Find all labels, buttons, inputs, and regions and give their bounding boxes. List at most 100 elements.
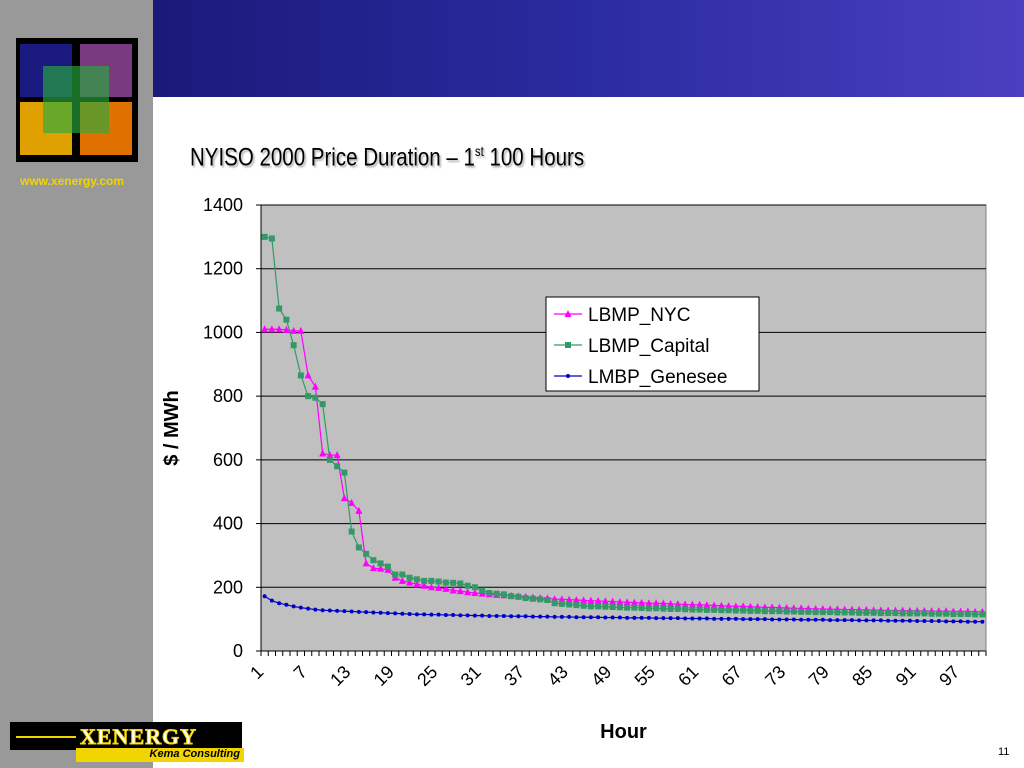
data-point xyxy=(291,604,296,609)
x-tick-label: 19 xyxy=(370,662,398,690)
data-point xyxy=(748,617,753,622)
data-point xyxy=(442,584,450,592)
data-point xyxy=(369,564,377,572)
data-point xyxy=(704,616,709,621)
logo-line xyxy=(16,736,76,738)
data-point xyxy=(516,614,521,619)
data-point xyxy=(747,607,754,614)
data-point xyxy=(711,606,718,613)
data-point xyxy=(261,325,269,333)
data-point xyxy=(342,609,347,614)
data-point xyxy=(283,316,290,323)
data-point xyxy=(703,606,710,613)
data-point xyxy=(399,571,406,578)
data-point xyxy=(841,609,848,616)
data-point xyxy=(413,580,421,588)
data-point xyxy=(472,613,477,618)
data-point xyxy=(688,600,696,608)
data-point xyxy=(616,597,624,605)
data-point xyxy=(442,579,449,586)
x-tick-label: 61 xyxy=(674,662,702,690)
data-point xyxy=(341,469,348,476)
data-point xyxy=(385,611,390,616)
data-point xyxy=(268,325,276,333)
data-point xyxy=(928,610,935,617)
data-point xyxy=(667,599,675,607)
data-point xyxy=(529,595,536,602)
data-point xyxy=(574,615,579,620)
data-point xyxy=(828,618,833,623)
data-point xyxy=(601,597,609,605)
data-point xyxy=(348,528,355,535)
data-point xyxy=(675,616,680,621)
data-point xyxy=(609,597,617,605)
x-tick-label: 37 xyxy=(500,662,528,690)
legend-item: LBMP_NYC xyxy=(554,305,690,326)
data-point xyxy=(319,401,326,408)
data-point xyxy=(638,604,645,611)
data-point xyxy=(398,576,406,584)
data-point xyxy=(508,593,515,600)
data-point xyxy=(326,451,334,459)
company-subtitle: Kema Consulting xyxy=(76,748,244,762)
data-point xyxy=(690,616,695,621)
data-point xyxy=(630,598,638,606)
slide-title-sup: st xyxy=(474,143,484,159)
data-point xyxy=(487,613,492,618)
data-point xyxy=(457,580,464,587)
y-axis-ticks: 0 200 400 600 800 1000 1200 1400 xyxy=(203,195,261,661)
data-point xyxy=(769,608,776,615)
y-tick-label: 200 xyxy=(213,577,243,597)
data-point xyxy=(972,611,979,618)
data-point xyxy=(915,619,920,624)
data-point xyxy=(327,608,332,613)
data-point xyxy=(421,577,428,584)
data-point xyxy=(603,615,608,620)
data-point xyxy=(973,619,978,624)
data-point xyxy=(732,607,739,614)
y-tick-label: 1000 xyxy=(203,322,243,342)
data-point xyxy=(755,617,760,622)
data-point xyxy=(683,616,688,621)
data-point xyxy=(638,598,646,606)
data-point xyxy=(306,606,311,611)
data-point xyxy=(668,616,673,621)
chart-legend: LBMP_NYC LBMP_Capital LMBP_Genesee xyxy=(545,296,760,392)
data-point xyxy=(632,615,637,620)
x-tick-label: 55 xyxy=(631,662,659,690)
data-point xyxy=(871,618,876,623)
data-point xyxy=(654,616,659,621)
data-point xyxy=(689,606,696,613)
data-point xyxy=(596,615,601,620)
data-point xyxy=(276,305,283,312)
series-lmbp_genesee xyxy=(262,594,985,624)
data-point xyxy=(856,609,863,616)
data-point xyxy=(609,604,616,611)
data-point xyxy=(500,591,507,598)
data-point xyxy=(312,394,319,401)
slide-title-main: NYISO 2000 Price Duration – 1 xyxy=(190,143,475,172)
data-point xyxy=(907,618,912,623)
x-tick-label: 25 xyxy=(413,662,441,690)
data-point xyxy=(834,609,841,616)
x-tick-label: 49 xyxy=(587,662,615,690)
data-point xyxy=(262,594,267,599)
data-point xyxy=(311,382,319,390)
data-point xyxy=(806,617,811,622)
x-axis-label: Hour xyxy=(600,721,647,743)
data-point xyxy=(892,610,899,617)
data-point xyxy=(572,596,580,604)
data-point xyxy=(449,586,457,594)
data-point xyxy=(392,571,399,578)
data-point xyxy=(486,590,493,597)
data-point xyxy=(471,589,479,597)
data-point xyxy=(580,596,588,604)
website-link[interactable]: www.xenergy.com xyxy=(20,174,125,188)
y-axis-label: $ / MWh xyxy=(161,390,183,466)
data-point xyxy=(522,595,529,602)
x-tick-label: 31 xyxy=(457,662,485,690)
data-point xyxy=(719,616,724,621)
data-point xyxy=(682,606,689,613)
data-point xyxy=(400,611,405,616)
